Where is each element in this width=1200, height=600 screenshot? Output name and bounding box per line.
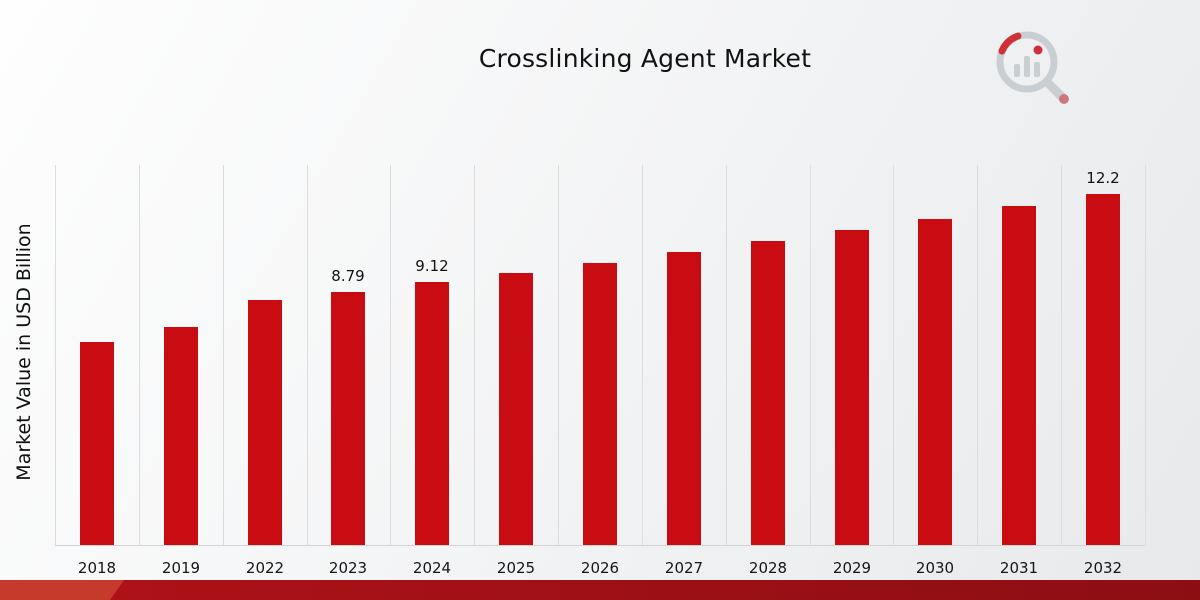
x-tick-label-2026: 2026 — [580, 559, 620, 577]
gridline — [810, 165, 811, 545]
bar-value-label-2024: 9.12 — [415, 257, 449, 275]
x-tick-label-2030: 2030 — [915, 559, 955, 577]
gridline — [558, 165, 559, 545]
bar-2023 — [331, 292, 365, 545]
x-tick-label-2028: 2028 — [748, 559, 788, 577]
bar-2024 — [415, 282, 449, 545]
plot-area: 2018 2019 2022 8.79 2023 9.12 2024 2025 2026 2027… — [55, 165, 1146, 577]
x-tick-label-2031: 2031 — [999, 559, 1039, 577]
x-tick-label-2019: 2019 — [161, 559, 201, 577]
bar-value-label-2032: 12.2 — [1086, 169, 1120, 187]
footer-band — [0, 580, 1200, 600]
gridline — [1061, 165, 1062, 545]
x-tick-label-2029: 2029 — [832, 559, 872, 577]
gridline — [139, 165, 140, 545]
bar-value-label-2023: 8.79 — [331, 267, 365, 285]
x-tick-label-2032: 2032 — [1083, 559, 1123, 577]
x-tick-label-2027: 2027 — [664, 559, 704, 577]
bar-2029 — [835, 230, 869, 545]
bar-2027 — [667, 252, 701, 545]
bar-2030 — [918, 219, 952, 545]
gridline — [1145, 165, 1146, 545]
gridline — [307, 165, 308, 545]
gridline — [893, 165, 894, 545]
gridline — [223, 165, 224, 545]
x-tick-label-2024: 2024 — [412, 559, 452, 577]
x-tick-label-2025: 2025 — [496, 559, 536, 577]
bar-2026 — [583, 263, 617, 545]
bar-2022 — [248, 300, 282, 545]
y-axis-label: Market Value in USD Billion — [13, 223, 35, 481]
gridline — [474, 165, 475, 545]
bar-2028 — [751, 241, 785, 545]
x-tick-label-2023: 2023 — [328, 559, 368, 577]
x-tick-label-2018: 2018 — [77, 559, 117, 577]
gridline — [977, 165, 978, 545]
bar-2019 — [164, 327, 198, 545]
chart-title: Crosslinking Agent Market — [478, 44, 812, 73]
gridline — [390, 165, 391, 545]
bar-2025 — [499, 273, 533, 545]
gridline — [642, 165, 643, 545]
magnifier-chart-logo-icon — [996, 31, 1069, 104]
footer-accent-shape — [0, 580, 125, 600]
gridline — [726, 165, 727, 545]
bar-2032 — [1086, 194, 1120, 545]
bar-2018 — [80, 342, 114, 545]
bar-2031 — [1002, 206, 1036, 545]
gridline — [55, 165, 56, 545]
x-tick-label-2022: 2022 — [245, 559, 285, 577]
